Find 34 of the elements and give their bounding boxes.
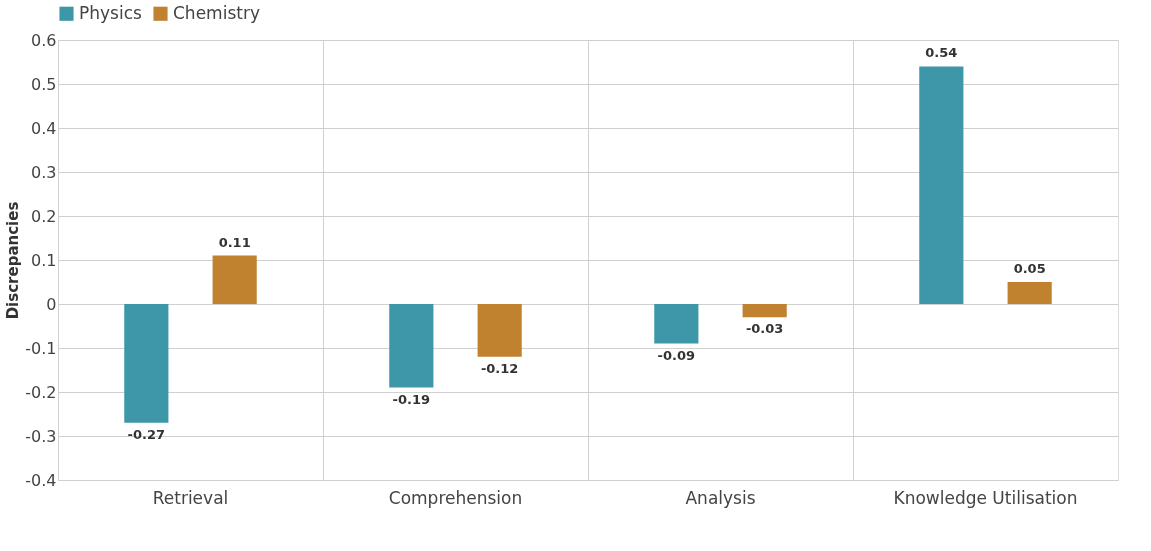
y-tick-label: 0.5	[31, 74, 57, 94]
x-tick-label: Knowledge Utilisation	[893, 487, 1078, 508]
bar	[477, 304, 522, 357]
bar	[742, 304, 787, 318]
bar	[389, 304, 434, 388]
y-axis-title: Discrepancies	[4, 201, 23, 320]
bar	[124, 304, 169, 423]
bar	[1007, 282, 1052, 304]
bar	[654, 304, 699, 344]
y-tick-label: -0.3	[25, 426, 57, 446]
y-tick-label: -0.2	[25, 382, 57, 402]
x-tick-label: Comprehension	[388, 487, 523, 508]
data-label: -0.19	[392, 391, 431, 407]
y-tick-label: 0.3	[31, 162, 57, 182]
data-label: 0.54	[925, 45, 958, 61]
y-tick-label: 0	[46, 294, 57, 314]
bar	[212, 255, 257, 304]
x-tick-label: Analysis	[685, 487, 756, 508]
legend-label: Physics	[79, 2, 143, 23]
data-label: -0.09	[657, 347, 696, 363]
y-tick-label: 0.6	[31, 30, 57, 50]
x-tick-label: Retrieval	[152, 487, 229, 508]
y-tick-label: -0.4	[25, 470, 57, 490]
data-label: 0.11	[218, 234, 251, 250]
y-tick-label: 0.1	[31, 250, 57, 270]
y-tick-label: -0.1	[25, 338, 57, 358]
data-label: -0.03	[745, 321, 784, 337]
data-label: 0.05	[1013, 261, 1046, 276]
legend-label: Chemistry	[173, 2, 260, 23]
y-tick-label: 0.2	[31, 206, 57, 226]
data-label: -0.27	[127, 426, 166, 442]
data-label: -0.12	[480, 360, 519, 376]
bar	[919, 66, 964, 304]
y-tick-label: 0.4	[31, 118, 57, 138]
